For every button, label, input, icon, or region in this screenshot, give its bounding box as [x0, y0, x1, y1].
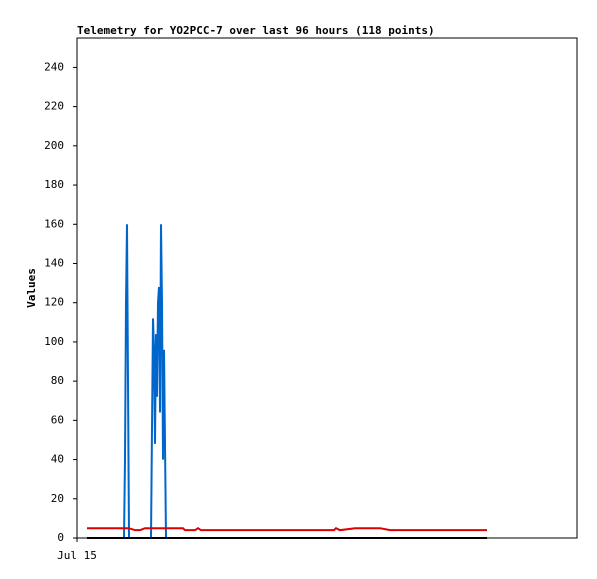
x-tick-label: Jul 15: [57, 549, 97, 562]
series-line: [87, 526, 487, 532]
y-tick-label: 60: [51, 413, 64, 426]
y-tick-label: 140: [44, 256, 64, 269]
y-tick-label: 80: [51, 374, 64, 387]
y-tick-label: 160: [44, 217, 64, 230]
y-tick-label: 180: [44, 178, 64, 191]
y-tick-label: 120: [44, 296, 64, 309]
y-tick-label: 200: [44, 139, 64, 152]
y-tick-label: 20: [51, 492, 64, 505]
y-tick-label: 100: [44, 335, 64, 348]
y-tick-label: 40: [51, 453, 64, 466]
y-tick-label: 240: [44, 60, 64, 73]
y-tick-label: 0: [57, 531, 64, 544]
y-tick-label: 220: [44, 100, 64, 113]
y-axis-label: Values: [25, 268, 38, 308]
chart-title: Telemetry for YO2PCC-7 over last 96 hour…: [77, 24, 435, 37]
